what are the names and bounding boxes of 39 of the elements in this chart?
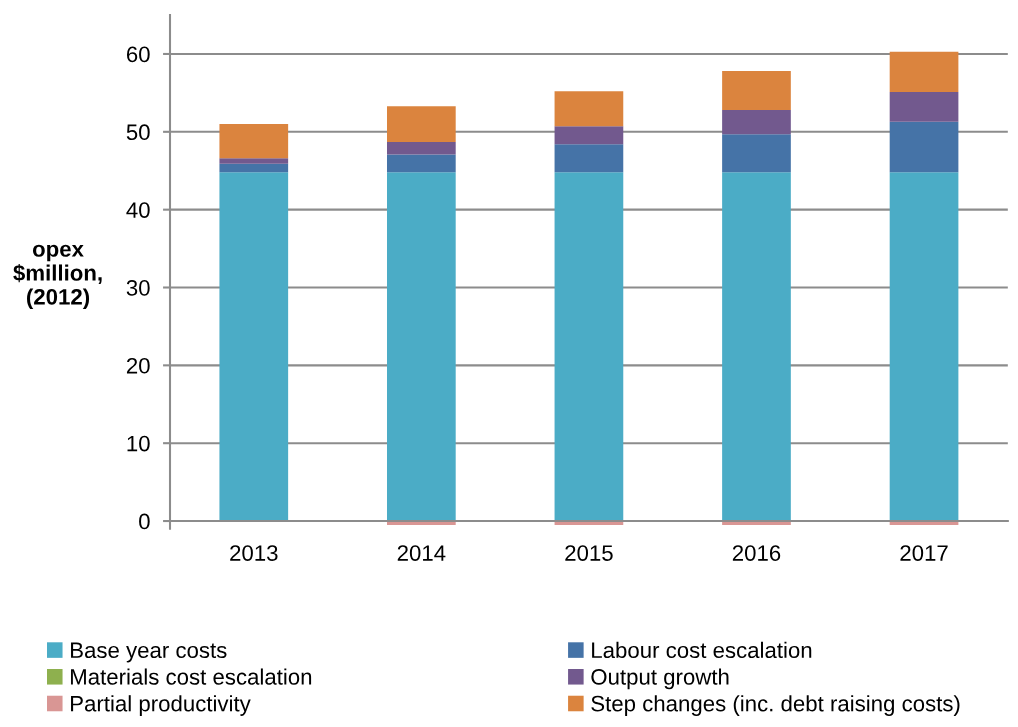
y-axis-title: opex $million, (2012) [13,244,102,310]
bar [387,141,456,155]
bar [889,92,959,122]
bar [219,172,289,522]
x-tick-label: 2015 [565,545,613,561]
bar [722,172,791,522]
legend-label: Base year costs [71,642,227,663]
bar [387,172,456,522]
y-tick-label: 10 [127,435,150,452]
y-tick-label: 30 [126,280,150,296]
bar [722,71,791,111]
bar [554,172,624,522]
y-tick-label: 40 [126,202,150,218]
y-tick-label: 60 [126,46,150,63]
bar [554,144,624,173]
legend-label: Output growth [591,668,729,690]
legend-label: Step changes (inc. debt raising costs) [591,695,960,716]
bar [219,163,289,173]
y-tick-label: 50 [126,124,150,141]
bar [554,91,624,127]
bar [722,134,791,173]
bar [219,158,289,164]
bar [889,121,959,173]
x-tick-label: 2016 [732,545,781,561]
bar [722,110,791,135]
legend-label: Labour cost escalation [592,641,812,659]
y-tick-label: 20 [126,357,150,374]
bar [387,154,456,173]
x-tick-label: 2013 [230,545,278,561]
bar [889,172,959,522]
bar [219,124,289,159]
bar [554,126,624,145]
bar [889,51,959,93]
legend-label: Partial productivity [71,695,251,716]
x-tick-label: 2017 [900,545,948,561]
legend-label: Materials cost escalation [71,668,312,685]
bar [387,106,456,142]
x-tick-label: 2014 [397,545,446,561]
y-tick-label: 0 [139,513,150,530]
